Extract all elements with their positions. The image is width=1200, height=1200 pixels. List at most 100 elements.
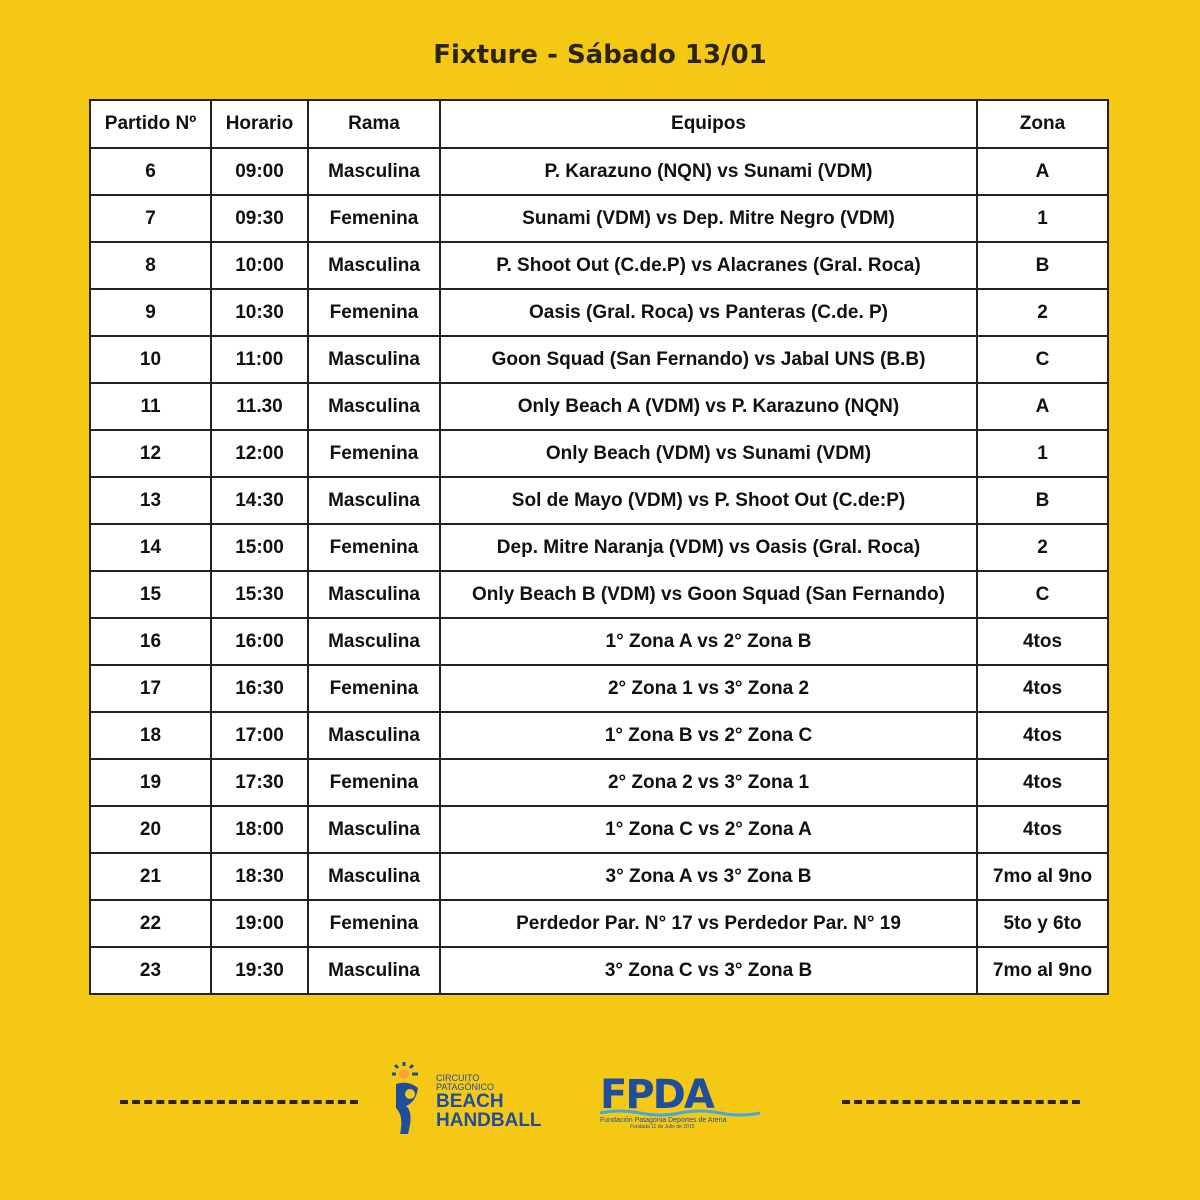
cell-rama: Masculina	[307, 476, 441, 525]
cell-horario: 09:00	[210, 147, 309, 196]
cell-partido: 6	[89, 147, 212, 196]
cell-equipos: Sol de Mayo (VDM) vs P. Shoot Out (C.de:…	[439, 476, 978, 525]
cell-horario: 12:00	[210, 429, 309, 478]
cell-zona: B	[976, 241, 1109, 290]
cell-partido: 15	[89, 570, 212, 619]
cell-equipos: Only Beach A (VDM) vs P. Karazuno (NQN)	[439, 382, 978, 431]
cell-zona: 5to y 6to	[976, 899, 1109, 948]
cell-partido: 17	[89, 664, 212, 713]
cell-rama: Femenina	[307, 523, 441, 572]
cell-rama: Masculina	[307, 805, 441, 854]
cell-partido: 14	[89, 523, 212, 572]
header-zona: Zona	[976, 99, 1109, 149]
cell-equipos: 1° Zona A vs 2° Zona B	[439, 617, 978, 666]
cell-equipos: Perdedor Par. N° 17 vs Perdedor Par. N° …	[439, 899, 978, 948]
cell-partido: 20	[89, 805, 212, 854]
header-equipos: Equipos	[439, 99, 978, 149]
table-row: 21 18:30 Masculina 3° Zona A vs 3° Zona B 7m…	[89, 852, 1109, 901]
cell-zona: 1	[976, 194, 1109, 243]
table-row: 14 15:00 Femenina Dep. Mitre Naranja (VDM) …	[89, 523, 1109, 572]
table-row: 8 10:00 Masculina P. Shoot Out (C.de.P) vs …	[89, 241, 1109, 290]
cell-equipos: Goon Squad (San Fernando) vs Jabal UNS (…	[439, 335, 978, 384]
cell-partido: 13	[89, 476, 212, 525]
cell-horario: 17:30	[210, 758, 309, 807]
cell-horario: 14:30	[210, 476, 309, 525]
cell-zona: C	[976, 335, 1109, 384]
fpda-logo: FPDA Fundación Patagonia Deportes de Are…	[600, 1075, 790, 1145]
cell-rama: Masculina	[307, 241, 441, 290]
table-row: 9 10:30 Femenina Oasis (Gral. Roca) vs Pant…	[89, 288, 1109, 337]
cell-equipos: Oasis (Gral. Roca) vs Panteras (C.de. P)	[439, 288, 978, 337]
cell-equipos: Only Beach (VDM) vs Sunami (VDM)	[439, 429, 978, 478]
cell-horario: 11.30	[210, 382, 309, 431]
cell-horario: 10:00	[210, 241, 309, 290]
cell-horario: 17:00	[210, 711, 309, 760]
logo-text: PATAGÓNICO	[436, 1082, 495, 1092]
cell-partido: 22	[89, 899, 212, 948]
header-rama: Rama	[307, 99, 441, 149]
cell-horario: 15:00	[210, 523, 309, 572]
cell-horario: 16:00	[210, 617, 309, 666]
cell-zona: 4tos	[976, 664, 1109, 713]
cell-zona: 1	[976, 429, 1109, 478]
cell-partido: 21	[89, 852, 212, 901]
cell-horario: 15:30	[210, 570, 309, 619]
cell-rama: Masculina	[307, 570, 441, 619]
cell-zona: 2	[976, 523, 1109, 572]
table-row: 20 18:00 Masculina 1° Zona C vs 2° Zona A 4t…	[89, 805, 1109, 854]
table-row: 10 11:00 Masculina Goon Squad (San Fernando…	[89, 335, 1109, 384]
cell-equipos: 2° Zona 2 vs 3° Zona 1	[439, 758, 978, 807]
cell-zona: 4tos	[976, 758, 1109, 807]
table-row: 22 19:00 Femenina Perdedor Par. N° 17 vs Pe…	[89, 899, 1109, 948]
cell-equipos: 1° Zona C vs 2° Zona A	[439, 805, 978, 854]
cell-partido: 11	[89, 382, 212, 431]
cell-partido: 19	[89, 758, 212, 807]
cell-zona: B	[976, 476, 1109, 525]
table-row: 7 09:30 Femenina Sunami (VDM) vs Dep. Mitre…	[89, 194, 1109, 243]
cell-rama: Femenina	[307, 664, 441, 713]
table-header-row: Partido Nº Horario Rama Equipos Zona	[89, 99, 1109, 149]
table-row: 15 15:30 Masculina Only Beach B (VDM) vs Go…	[89, 570, 1109, 619]
cell-equipos: P. Shoot Out (C.de.P) vs Alacranes (Gral…	[439, 241, 978, 290]
cell-horario: 18:30	[210, 852, 309, 901]
logo-text: Fundación Patagonia Deportes de Arena	[600, 1117, 727, 1124]
cell-rama: Femenina	[307, 899, 441, 948]
cell-horario: 11:00	[210, 335, 309, 384]
logo-text: FPDA	[600, 1072, 715, 1118]
cell-zona: C	[976, 570, 1109, 619]
cell-rama: Masculina	[307, 147, 441, 196]
wave-icon	[600, 1109, 761, 1117]
fixture-table: Partido Nº Horario Rama Equipos Zona 6 09…	[89, 99, 1109, 995]
cell-equipos: Dep. Mitre Naranja (VDM) vs Oasis (Gral.…	[439, 523, 978, 572]
handball-player-icon	[392, 1062, 418, 1134]
cell-zona: 7mo al 9no	[976, 852, 1109, 901]
cell-zona: 4tos	[976, 805, 1109, 854]
cell-partido: 8	[89, 241, 212, 290]
table-row: 16 16:00 Masculina 1° Zona A vs 2° Zona B 4t…	[89, 617, 1109, 666]
cell-horario: 16:30	[210, 664, 309, 713]
cell-rama: Femenina	[307, 288, 441, 337]
table-row: 18 17:00 Masculina 1° Zona B vs 2° Zona C 4t…	[89, 711, 1109, 760]
cell-partido: 12	[89, 429, 212, 478]
cell-rama: Masculina	[307, 852, 441, 901]
page-title: Fixture - Sábado 13/01	[433, 40, 767, 70]
logo-text: CIRCUITO	[436, 1073, 480, 1083]
cell-partido: 10	[89, 335, 212, 384]
cell-rama: Femenina	[307, 194, 441, 243]
table-row: 11 11.30 Masculina Only Beach A (VDM) vs P.…	[89, 382, 1109, 431]
cell-zona: 4tos	[976, 711, 1109, 760]
cell-partido: 7	[89, 194, 212, 243]
table-row: 19 17:30 Femenina 2° Zona 2 vs 3° Zona 1 4to…	[89, 758, 1109, 807]
cell-partido: 23	[89, 946, 212, 995]
cell-horario: 19:30	[210, 946, 309, 995]
cell-partido: 9	[89, 288, 212, 337]
cell-horario: 09:30	[210, 194, 309, 243]
cell-rama: Femenina	[307, 429, 441, 478]
cell-equipos: 1° Zona B vs 2° Zona C	[439, 711, 978, 760]
cell-partido: 16	[89, 617, 212, 666]
cell-zona: A	[976, 147, 1109, 196]
header-horario: Horario	[210, 99, 309, 149]
table-row: 6 09:00 Masculina P. Karazuno (NQN) vs Suna…	[89, 147, 1109, 196]
cell-zona: A	[976, 382, 1109, 431]
table-row: 23 19:30 Masculina 3° Zona C vs 3° Zona B 7m…	[89, 946, 1109, 995]
